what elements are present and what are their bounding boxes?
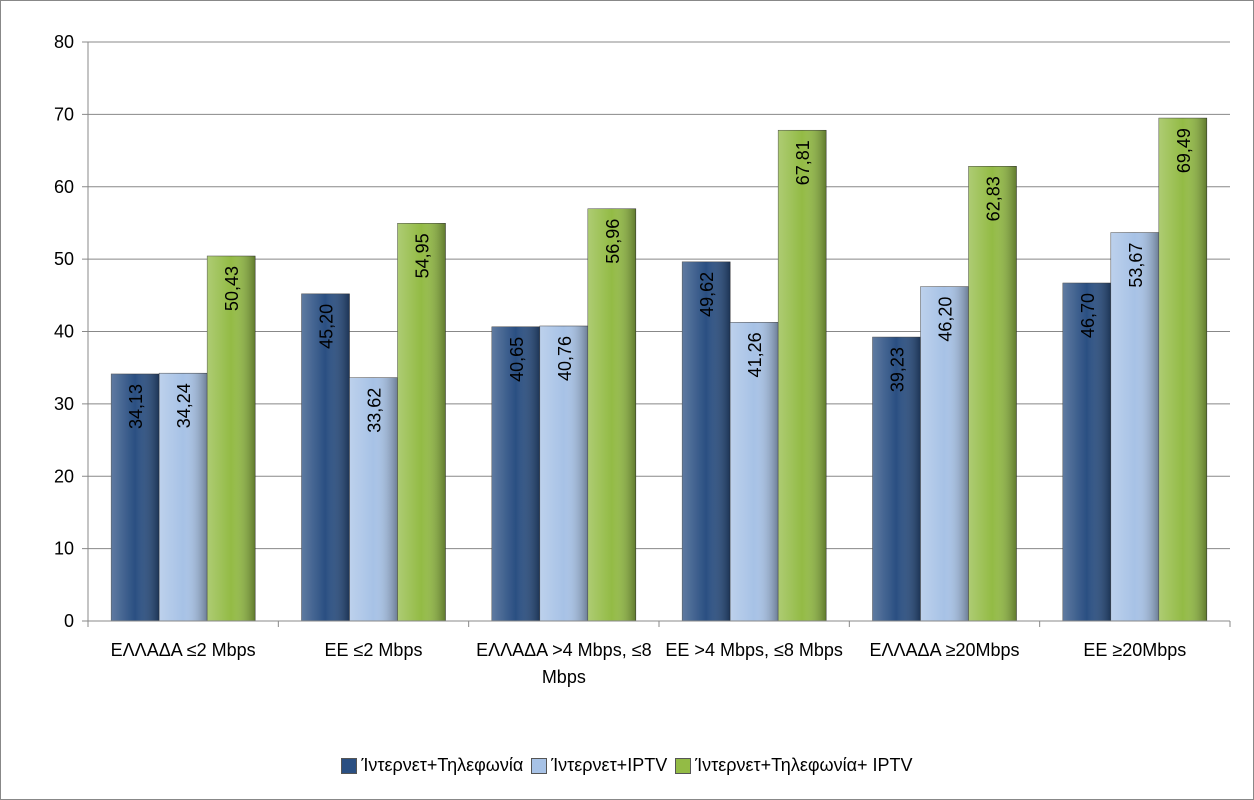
x-tick-label: ΕΕ ≥20Mbps (1083, 640, 1187, 660)
bar-shade (730, 322, 779, 621)
x-tick-label: ΕΕ >4 Mbps, ≤8 Mbps (665, 640, 843, 660)
y-tick-label: 80 (54, 32, 74, 52)
bar-shade (207, 256, 256, 621)
bar-shade (539, 325, 588, 621)
value-label: 53,67 (1126, 243, 1146, 288)
value-label: 62,83 (984, 176, 1004, 221)
y-tick-label: 60 (54, 177, 74, 197)
legend-item: Ίντερνετ+IPTV (531, 755, 667, 776)
bar-shade (920, 286, 969, 621)
legend-label: Ίντερνετ+Τηλεφωνία (361, 755, 524, 775)
value-label: 49,62 (697, 272, 717, 317)
legend-label: Ίντερνετ+Τηλεφωνία+ IPTV (695, 755, 913, 775)
y-tick-label: 50 (54, 249, 74, 269)
legend-item: Ίντερνετ+Τηλεφωνία (341, 755, 523, 776)
value-label: 46,20 (936, 297, 956, 342)
bar-shade (111, 373, 160, 621)
bar-shade (872, 337, 921, 621)
x-tick-label: ΕΛΛΑΔΑ ≥20Mbps (869, 640, 1020, 660)
bar-shade (1158, 118, 1207, 621)
bar-shade (349, 377, 398, 621)
bar-shade (587, 208, 636, 621)
bar-shade (1062, 283, 1111, 621)
bar-shade (491, 326, 540, 621)
y-tick-label: 0 (64, 611, 74, 631)
value-label: 41,26 (745, 332, 765, 377)
value-label: 54,95 (413, 233, 433, 278)
bar-shade (778, 130, 827, 621)
value-label: 56,96 (603, 219, 623, 264)
legend: Ίντερνετ+Τηλεφωνία Ίντερνετ+IPTV Ίντερνετ+… (0, 755, 1254, 776)
y-tick-label: 10 (54, 539, 74, 559)
y-tick-label: 70 (54, 104, 74, 124)
value-label: 46,70 (1078, 293, 1098, 338)
value-label: 40,76 (555, 336, 575, 381)
legend-item: Ίντερνετ+Τηλεφωνία+ IPTV (675, 755, 913, 776)
legend-swatch (531, 757, 548, 774)
legend-swatch (675, 757, 692, 774)
bar-shade (682, 261, 731, 621)
y-tick-label: 40 (54, 322, 74, 342)
bar-shade (397, 223, 446, 621)
y-tick-label: 20 (54, 466, 74, 486)
x-tick-label: ΕΕ ≤2 Mbps (324, 640, 423, 660)
value-label: 50,43 (222, 266, 242, 311)
bar-shade (968, 166, 1017, 621)
value-label: 69,49 (1174, 128, 1194, 173)
legend-label: Ίντερνετ+IPTV (551, 755, 668, 775)
bar-shade (159, 373, 208, 621)
bar-shade (301, 293, 350, 621)
value-label: 45,20 (317, 304, 337, 349)
value-label: 40,65 (507, 337, 527, 382)
y-tick-label: 30 (54, 394, 74, 414)
bar-shade (1110, 232, 1159, 622)
value-label: 34,24 (174, 383, 194, 428)
legend-swatch (341, 757, 358, 774)
value-label: 39,23 (888, 347, 908, 392)
value-label: 33,62 (365, 388, 385, 433)
value-label: 67,81 (793, 140, 813, 185)
value-label: 34,13 (126, 384, 146, 429)
x-tick-label: ΕΛΛΑΔΑ ≤2 Mbps (110, 640, 256, 660)
x-tick-label: ΕΛΛΑΔΑ >4 Mbps, ≤8 Mbps (476, 640, 652, 687)
